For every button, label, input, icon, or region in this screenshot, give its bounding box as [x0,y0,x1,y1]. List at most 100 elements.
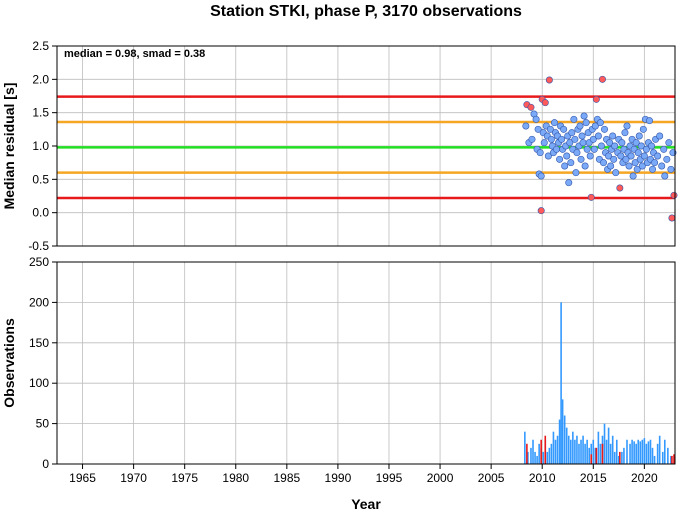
observation-bar [588,447,590,464]
residual-point [553,145,561,153]
observations-y-tick-label: 250 [29,255,49,269]
observation-bar [530,447,532,464]
residual-point [534,125,542,133]
residual-point [567,159,575,167]
residual-point [546,125,554,133]
x-tick-label: 1985 [273,471,300,485]
observation-bar [544,435,547,464]
observation-bar [546,451,549,464]
x-tick-label: 2020 [631,471,658,485]
x-tick-label: 1980 [222,471,249,485]
observation-bar [574,439,576,464]
residual-point [622,155,630,163]
x-tick-label: 1965 [69,471,96,485]
residual-point [637,142,645,150]
residual-point [656,132,664,140]
observation-bar [609,443,612,464]
residual-point [571,135,579,143]
residual-point [599,159,607,167]
residual-point [668,214,676,222]
residual-point [665,139,673,147]
residual-point [522,122,530,130]
observation-bar [670,455,672,464]
residual-point [661,172,669,180]
observation-bar [527,451,529,464]
residual-point [640,152,648,160]
observation-bar [582,435,584,464]
observation-bar [550,443,553,464]
observation-bar [618,455,620,464]
residual-point [631,159,639,167]
residual-point [590,145,598,153]
observation-bar [554,439,557,464]
observation-bar [563,415,566,464]
residual-point [610,155,618,163]
residual-point [625,162,633,170]
observation-bar [594,447,597,464]
observation-bar [651,447,654,464]
x-tick-label: 2015 [580,471,607,485]
residual-point [648,142,656,150]
residual-point [606,139,614,147]
residual-point [565,179,573,187]
observation-bar [556,435,559,464]
residual-point [578,132,586,140]
observation-bar [570,439,572,464]
year-axis-title: Year [351,496,381,511]
residual-point [563,152,571,160]
observation-bar [661,451,664,464]
residual-point [627,152,635,160]
residual-point [528,135,536,143]
x-tick-label: 2005 [478,471,505,485]
observation-bar [631,439,633,464]
residual-point [634,149,642,157]
residual-panel: -0.5 0.0 0.5 1.0 1.5 2.0 2.5 median = 0.98, sm… [1,39,678,253]
x-tick-label: 1995 [376,471,403,485]
residual-point [568,129,576,137]
observation-bar [637,439,640,464]
residual-point [621,129,629,137]
residual-point [591,122,599,130]
observations-y-tick-label: 150 [29,336,49,350]
residual-point [638,162,646,170]
residual-point [544,152,552,160]
residual-point [527,103,535,111]
observation-bar [639,441,642,464]
residual-point [579,139,587,147]
observations-y-tick-label: 0 [42,457,49,471]
residual-y-tick-label: 1.5 [32,106,49,120]
residual-y-tick-label: 2.0 [32,72,49,86]
residual-point [660,145,668,153]
residual-point [623,122,631,130]
residual-point [639,125,647,133]
residual-point [589,135,597,143]
residual-point [642,145,650,153]
observations-panel: 0 50 100 150 200 250 1965 1970 1975 1980 1985 1990… [1,255,676,511]
residual-point [654,152,662,160]
residual-point [572,169,580,177]
x-tick-label: 2010 [529,471,556,485]
observations-axis-title: Observations [1,318,17,408]
observation-bar [601,443,604,464]
residual-point [536,149,544,157]
residual-point [577,155,585,163]
residual-point [645,117,653,125]
residual-point [558,135,566,143]
observations-plot-frame [57,262,675,464]
residual-point [580,112,588,120]
residual-point [629,172,637,180]
residual-point [537,172,545,180]
residual-point [532,115,540,123]
observation-bar [671,455,673,464]
observation-bar [548,447,551,464]
observation-bar [590,454,593,464]
observation-bar [623,447,625,464]
observation-bar [597,431,600,464]
observation-bar [526,443,528,464]
x-tick-label: 2000 [427,471,454,485]
observation-bar [576,435,578,464]
observation-bar [542,451,545,464]
residual-point [609,132,617,140]
residual-point [616,184,624,192]
observation-bar [641,439,644,464]
